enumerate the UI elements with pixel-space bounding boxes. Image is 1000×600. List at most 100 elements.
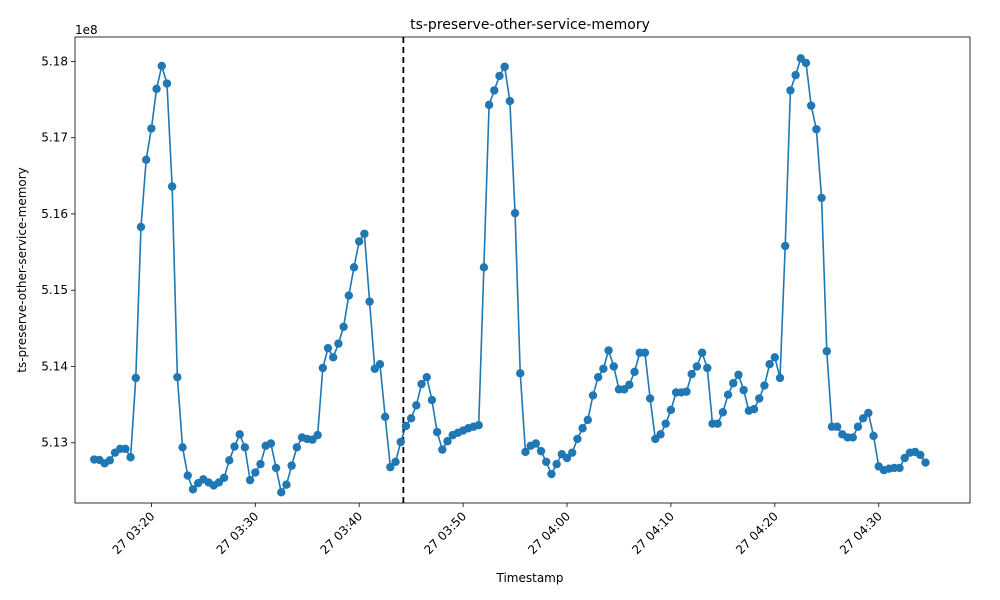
data-point-6: [121, 444, 130, 454]
data-point-47: [334, 339, 343, 348]
data-point-30: [245, 475, 255, 485]
data-point-15: [167, 182, 177, 191]
data-point-16: [173, 372, 182, 382]
data-point-107: [645, 394, 655, 403]
y-axis-label: ts-preserve-other-service-memory: [15, 167, 29, 373]
data-point-29: [240, 443, 250, 452]
data-point-131: [770, 353, 780, 362]
data-point-76: [484, 100, 494, 110]
data-point-17: [178, 443, 187, 452]
data-point-56: [380, 412, 390, 422]
data-point-135: [791, 70, 800, 80]
data-point-139: [812, 125, 821, 134]
data-point-95: [583, 415, 592, 425]
data-point-61: [406, 414, 416, 423]
data-point-132: [775, 373, 785, 383]
data-point-50: [349, 263, 359, 272]
data-point-148: [858, 414, 868, 423]
data-point-82: [516, 369, 525, 378]
data-point-65: [427, 395, 437, 405]
y-tick-label-5: 5.18: [41, 54, 68, 68]
y-tick-label-0: 5.13: [41, 436, 68, 450]
data-point-98: [599, 364, 608, 373]
data-point-81: [510, 208, 520, 218]
data-point-34: [266, 439, 276, 448]
data-point-75: [479, 263, 489, 272]
data-point-52: [360, 229, 369, 238]
data-point-28: [235, 430, 244, 439]
data-point-141: [822, 347, 831, 356]
data-point-83: [521, 447, 530, 457]
data-point-49: [344, 291, 353, 300]
data-point-128: [755, 394, 764, 403]
data-point-155: [895, 463, 904, 473]
data-point-130: [765, 359, 774, 369]
chart-title: ts-preserve-other-service-memory: [410, 17, 650, 33]
data-point-31: [251, 468, 260, 477]
data-point-87: [542, 457, 551, 467]
data-point-9: [136, 222, 146, 232]
data-point-26: [225, 456, 234, 465]
data-point-92: [568, 448, 577, 457]
data-point-63: [417, 379, 426, 389]
data-point-14: [162, 79, 172, 88]
data-point-143: [832, 422, 842, 431]
data-point-125: [739, 385, 748, 395]
data-point-150: [869, 431, 878, 441]
data-point-103: [625, 380, 634, 389]
data-point-121: [718, 408, 728, 417]
data-point-45: [323, 343, 333, 353]
data-point-48: [339, 322, 348, 332]
data-point-149: [864, 408, 873, 418]
data-point-123: [729, 379, 738, 388]
data-point-53: [365, 297, 374, 306]
data-point-104: [630, 367, 639, 377]
series-markers: [90, 54, 930, 497]
data-point-78: [495, 71, 504, 81]
data-point-3: [105, 456, 115, 465]
data-point-138: [806, 101, 816, 110]
data-point-147: [853, 422, 863, 431]
data-point-77: [490, 86, 499, 95]
data-point-36: [277, 488, 286, 497]
data-point-79: [500, 62, 509, 71]
data-point-74: [474, 421, 483, 430]
data-point-10: [141, 155, 151, 164]
data-point-159: [916, 450, 925, 460]
data-point-7: [126, 453, 135, 462]
data-point-19: [188, 485, 198, 494]
data-point-35: [271, 463, 281, 473]
data-point-12: [152, 84, 161, 94]
data-point-109: [656, 430, 665, 439]
data-point-37: [282, 480, 291, 489]
data-point-86: [536, 446, 546, 456]
data-point-93: [573, 434, 582, 444]
data-point-59: [396, 437, 405, 447]
data-point-111: [666, 405, 676, 415]
data-point-39: [292, 443, 302, 452]
data-point-133: [781, 241, 790, 251]
data-point-32: [256, 459, 265, 469]
data-point-114: [682, 387, 691, 396]
data-point-116: [692, 362, 702, 371]
data-point-60: [401, 421, 411, 431]
data-point-57: [386, 462, 395, 472]
data-point-118: [703, 363, 712, 373]
data-point-122: [723, 390, 733, 399]
data-point-140: [817, 193, 826, 203]
data-point-25: [219, 473, 229, 483]
data-point-117: [697, 348, 707, 357]
x-axis-label: Timestamp: [496, 571, 564, 585]
data-point-137: [801, 58, 811, 68]
data-point-18: [183, 471, 192, 480]
data-point-96: [588, 391, 598, 400]
data-point-110: [661, 419, 670, 428]
data-point-97: [593, 372, 603, 382]
data-point-100: [609, 362, 618, 371]
data-point-11: [147, 124, 156, 133]
y-tick-label-2: 5.15: [41, 283, 68, 297]
data-point-88: [547, 469, 556, 479]
data-point-66: [432, 427, 442, 437]
